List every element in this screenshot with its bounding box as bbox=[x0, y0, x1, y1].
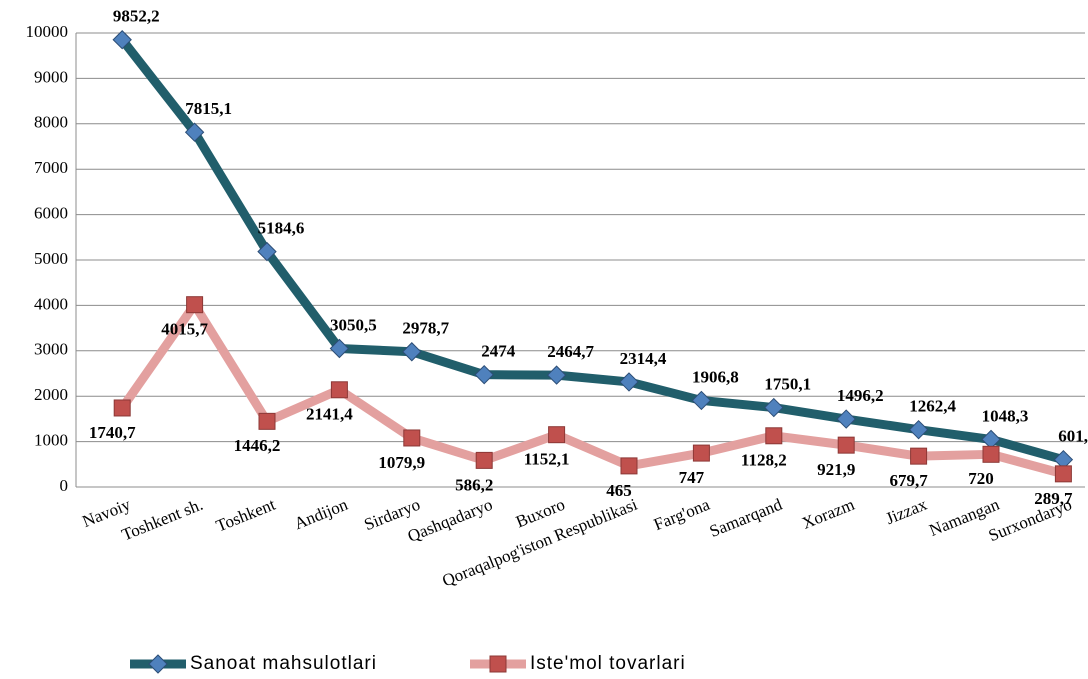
data-label: 9852,2 bbox=[113, 7, 160, 26]
y-tick-label: 2000 bbox=[34, 385, 68, 404]
y-tick-label: 0 bbox=[60, 476, 69, 495]
data-label: 465 bbox=[606, 481, 632, 500]
marker bbox=[402, 342, 422, 362]
y-tick-label: 9000 bbox=[34, 67, 68, 86]
y-tick-label: 1000 bbox=[34, 431, 68, 450]
marker bbox=[258, 412, 276, 430]
y-tick-label: 3000 bbox=[34, 340, 68, 359]
y-tick-label: 8000 bbox=[34, 113, 68, 132]
marker bbox=[910, 447, 928, 465]
data-label: 586,2 bbox=[455, 475, 493, 494]
marker bbox=[112, 30, 132, 50]
y-tick-label: 6000 bbox=[34, 204, 68, 223]
data-label: 921,9 bbox=[817, 460, 855, 479]
data-label: 2474 bbox=[481, 342, 516, 361]
series-line bbox=[118, 300, 1065, 479]
data-label: 601,8 bbox=[1058, 427, 1088, 446]
legend-marker bbox=[489, 655, 507, 673]
x-tick-label: Jizzax bbox=[883, 495, 930, 529]
data-label: 720 bbox=[968, 469, 994, 488]
data-label: 2464,7 bbox=[547, 342, 594, 361]
marker bbox=[765, 427, 783, 445]
marker bbox=[474, 364, 494, 385]
data-label: 1496,2 bbox=[837, 386, 884, 405]
marker bbox=[691, 390, 712, 411]
marker bbox=[692, 444, 710, 462]
data-label: 1152,1 bbox=[524, 450, 570, 469]
x-tick-label: Andijon bbox=[292, 495, 351, 534]
y-tick-label: 7000 bbox=[34, 158, 68, 177]
legend-marker bbox=[148, 654, 168, 674]
data-label: 1446,2 bbox=[234, 436, 281, 455]
marker bbox=[764, 397, 784, 418]
data-label: 4015,7 bbox=[161, 320, 208, 339]
marker bbox=[403, 429, 421, 447]
marker bbox=[475, 451, 493, 469]
data-label: 1906,8 bbox=[692, 367, 739, 386]
x-tick-label: Toshkent sh. bbox=[119, 495, 206, 545]
marker bbox=[837, 436, 855, 454]
marker bbox=[908, 419, 929, 440]
legend-label: Iste'mol tovarlari bbox=[530, 653, 686, 674]
marker bbox=[982, 445, 1000, 463]
data-label: 289,7 bbox=[1034, 489, 1073, 508]
data-label: 2314,4 bbox=[620, 349, 667, 368]
marker bbox=[546, 365, 567, 385]
data-label: 747 bbox=[679, 468, 705, 487]
data-label: 1262,4 bbox=[909, 397, 956, 416]
marker bbox=[619, 372, 639, 392]
data-label: 1048,3 bbox=[982, 406, 1029, 425]
data-label: 5184,6 bbox=[258, 219, 305, 238]
marker bbox=[186, 296, 204, 314]
y-tick-label: 4000 bbox=[34, 294, 68, 313]
marker bbox=[836, 409, 856, 429]
data-label: 2978,7 bbox=[402, 319, 449, 338]
data-label: 1128,2 bbox=[741, 451, 787, 470]
data-label: 1079,9 bbox=[378, 453, 425, 472]
marker bbox=[257, 241, 277, 262]
marker bbox=[329, 338, 350, 359]
x-tick-label: Farg'ona bbox=[651, 495, 713, 535]
marker bbox=[330, 381, 348, 399]
marker bbox=[548, 426, 566, 444]
series-line bbox=[118, 36, 1065, 465]
y-tick-label: 5000 bbox=[34, 249, 68, 268]
data-label: 7815,1 bbox=[185, 99, 232, 118]
x-tick-label: Xorazm bbox=[799, 495, 857, 533]
data-label: 2141,4 bbox=[306, 405, 353, 424]
y-tick-label: 10000 bbox=[26, 22, 69, 41]
marker bbox=[620, 457, 638, 475]
legend-label: Sanoat mahsulotlari bbox=[190, 653, 377, 674]
data-label: 679,7 bbox=[889, 471, 928, 490]
data-label: 3050,5 bbox=[330, 315, 377, 334]
marker bbox=[113, 399, 131, 417]
marker bbox=[184, 122, 205, 142]
x-tick-label: Toshkent bbox=[213, 495, 278, 536]
marker bbox=[1054, 465, 1072, 483]
data-label: 1750,1 bbox=[764, 374, 811, 393]
x-tick-label: Samarqand bbox=[707, 495, 785, 541]
data-label: 1740,7 bbox=[89, 423, 136, 442]
